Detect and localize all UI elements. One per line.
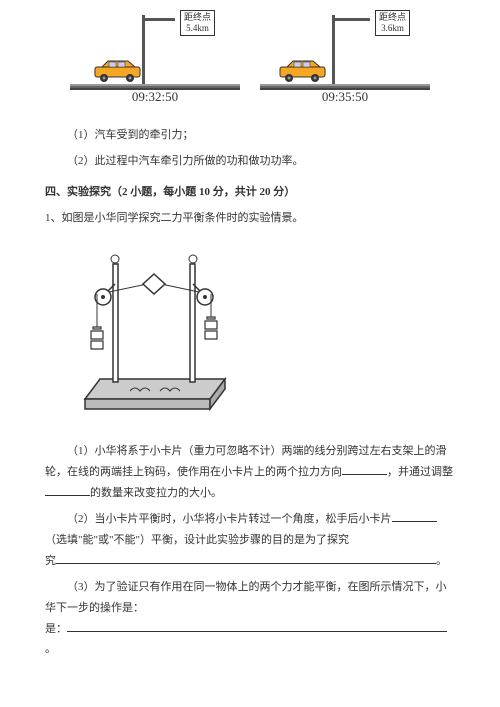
question-1-2: （2）此过程中汽车牵引力所做的功和做功功率。 <box>45 151 455 172</box>
blank-field <box>67 621 447 632</box>
scene-left: 距终点 5.4km 09:32:50 <box>80 10 230 110</box>
text: 。 <box>45 643 56 655</box>
text: 究 <box>45 555 56 567</box>
apparatus-diagram <box>75 239 455 427</box>
text: （3）为了验证只有作用在同一物体上的两个力才能平衡，在图所示情况下，小华下一步的… <box>45 581 447 614</box>
blank-field <box>392 511 437 522</box>
experiment-1-p3: （3）为了验证只有作用在同一物体上的两个力才能平衡，在图所示情况下，小华下一步的… <box>45 577 455 661</box>
sign-board-right: 距终点 3.6km <box>375 10 410 36</box>
text: 的数量来改变拉力的大小。 <box>90 487 222 499</box>
text: （2）当小卡片平衡时，小华将小卡片转过一个角度，松手后小卡片 <box>67 513 392 525</box>
sign-text: 5.4km <box>184 23 211 34</box>
blank-field <box>56 553 436 564</box>
experiment-1-p1: （1）小华将系于小卡片（重力可忽略不计）两端的线分别跨过左右支架上的滑轮，在线的… <box>45 441 455 504</box>
car-diagram: 距终点 5.4km 09:32:50 距终点 3.6km <box>45 10 455 110</box>
sign-text: 3.6km <box>379 23 406 34</box>
experiment-1-p2: （2）当小卡片平衡时，小华将小卡片转过一个角度，松手后小卡片 （选填"能"或"不能… <box>45 509 455 572</box>
sign-text: 距终点 <box>184 12 211 23</box>
apparatus-svg <box>75 239 235 419</box>
car-icon <box>275 59 330 84</box>
blank-field <box>45 485 90 496</box>
question-1-1: （1）汽车受到的牵引力； <box>45 125 455 146</box>
sign-arm <box>145 18 175 21</box>
car-icon <box>90 59 145 84</box>
sign-pole <box>332 15 335 85</box>
sign-text: 距终点 <box>379 12 406 23</box>
blank-field <box>342 464 387 475</box>
scene-right: 距终点 3.6km 09:35:50 <box>270 10 420 110</box>
time-label-left: 09:32:50 <box>80 85 230 110</box>
experiment-1-intro: 1、如图是小华同学探究二力平衡条件时的实验情景。 <box>45 208 455 229</box>
text: ，并通过调整 <box>387 466 453 478</box>
time-label-right: 09:35:50 <box>270 85 420 110</box>
sign-arm <box>335 18 370 21</box>
text: （选填"能"或"不能"）平衡，设计此实验步骤的目的是为了探究 <box>45 534 349 546</box>
text: 是： <box>45 623 67 635</box>
sign-board-left: 距终点 5.4km <box>180 10 215 36</box>
text: 。 <box>436 555 447 567</box>
section-4-header: 四、实验探究（2 小题，每小题 10 分，共计 20 分） <box>45 182 455 203</box>
